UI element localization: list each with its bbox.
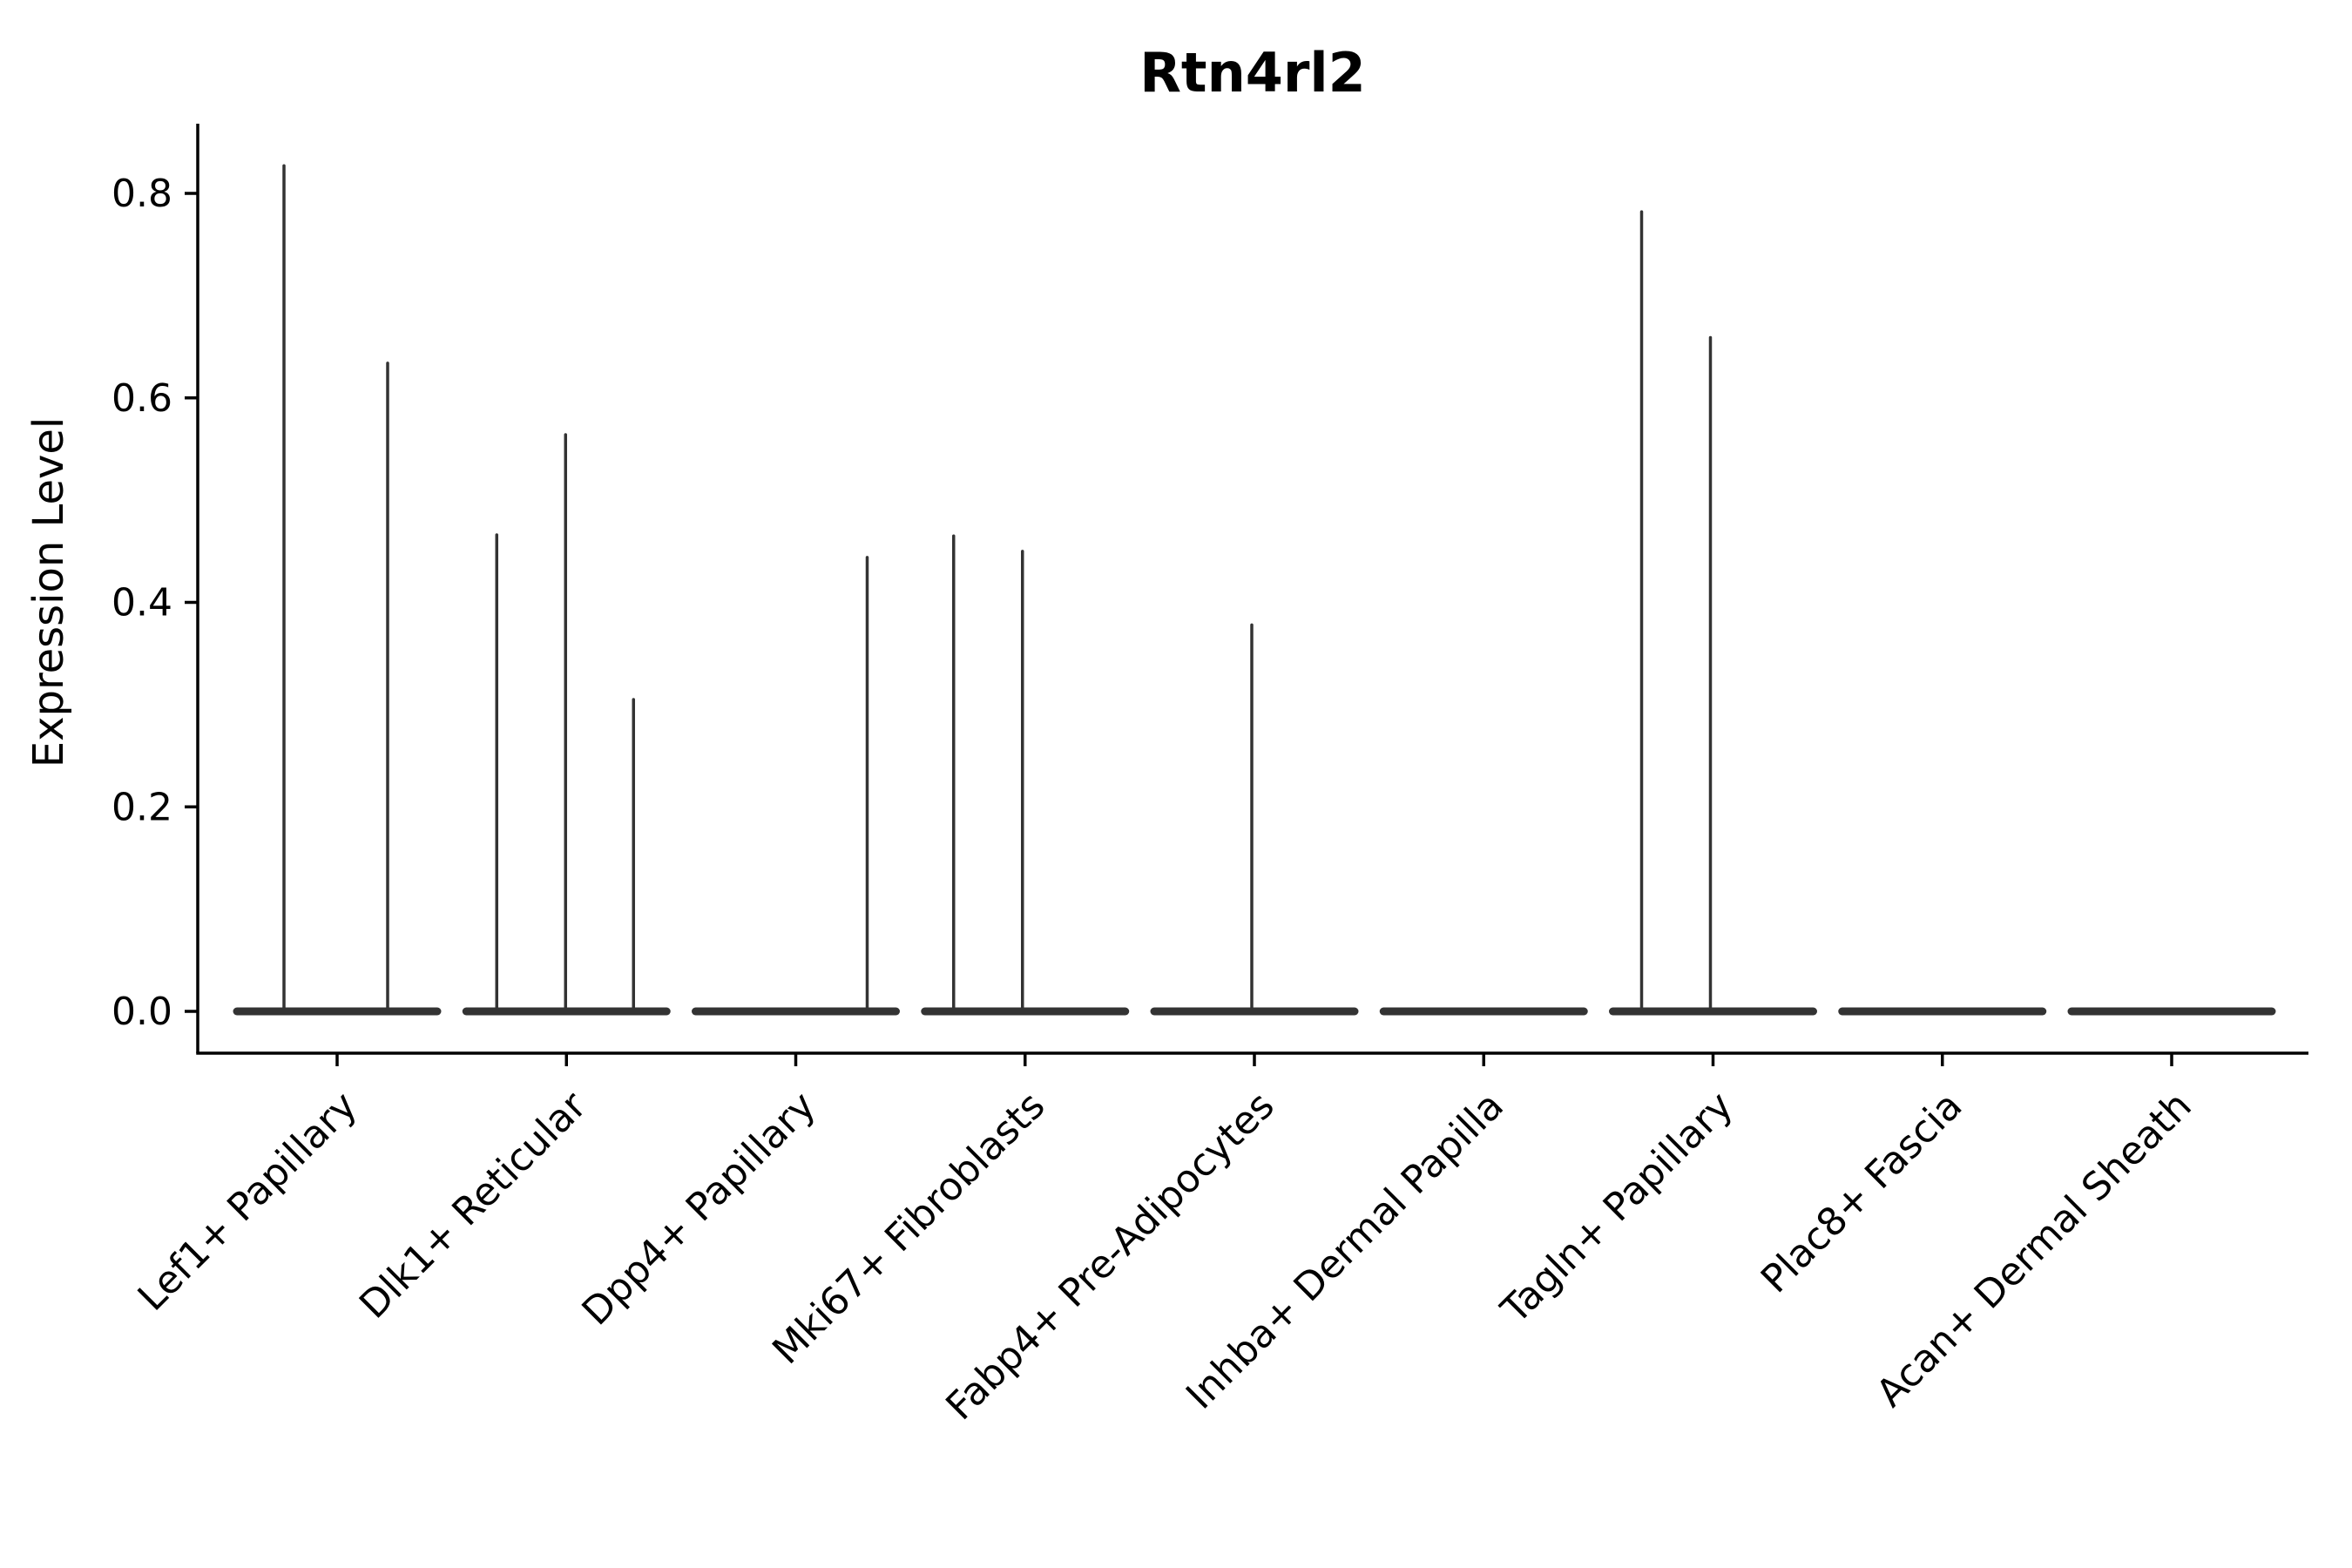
violin-body xyxy=(1379,1007,1588,1016)
violin xyxy=(462,433,671,1016)
y-tick-label: 0.6 xyxy=(112,376,172,421)
violin-body xyxy=(1150,1007,1359,1016)
chart-title: Rtn4rl2 xyxy=(1139,41,1366,105)
x-tick-label: Dlk1+ Reticular xyxy=(351,1083,596,1328)
violin xyxy=(1609,210,1817,1016)
violin-body xyxy=(1838,1007,2047,1016)
violin-body xyxy=(2067,1007,2276,1016)
y-tick-label: 0.0 xyxy=(112,990,172,1034)
violin-body xyxy=(1609,1007,1817,1016)
violin-body xyxy=(921,1007,1130,1016)
y-tick-label: 0.2 xyxy=(112,785,172,829)
x-tick-label: Lef1+ Papillary xyxy=(130,1084,366,1320)
y-tick-label: 0.4 xyxy=(112,581,172,625)
violin-body xyxy=(692,1007,900,1016)
violin xyxy=(2067,1007,2276,1016)
violin xyxy=(1379,1007,1588,1016)
violin xyxy=(1838,1007,2047,1016)
violin xyxy=(233,164,442,1016)
x-tick-label: Tagln+ Papillary xyxy=(1492,1084,1741,1333)
violin xyxy=(692,556,900,1016)
x-tick-label: Dpp4+ Papillary xyxy=(574,1084,825,1335)
y-tick-label: 0.8 xyxy=(112,172,172,216)
violin-body xyxy=(233,1007,442,1016)
y-axis-label: Expression Level xyxy=(24,417,73,768)
violin-body xyxy=(462,1007,671,1016)
violin xyxy=(921,534,1130,1016)
x-tick-label: Plac8+ Fascia xyxy=(1753,1084,1971,1302)
violin xyxy=(1150,623,1359,1016)
